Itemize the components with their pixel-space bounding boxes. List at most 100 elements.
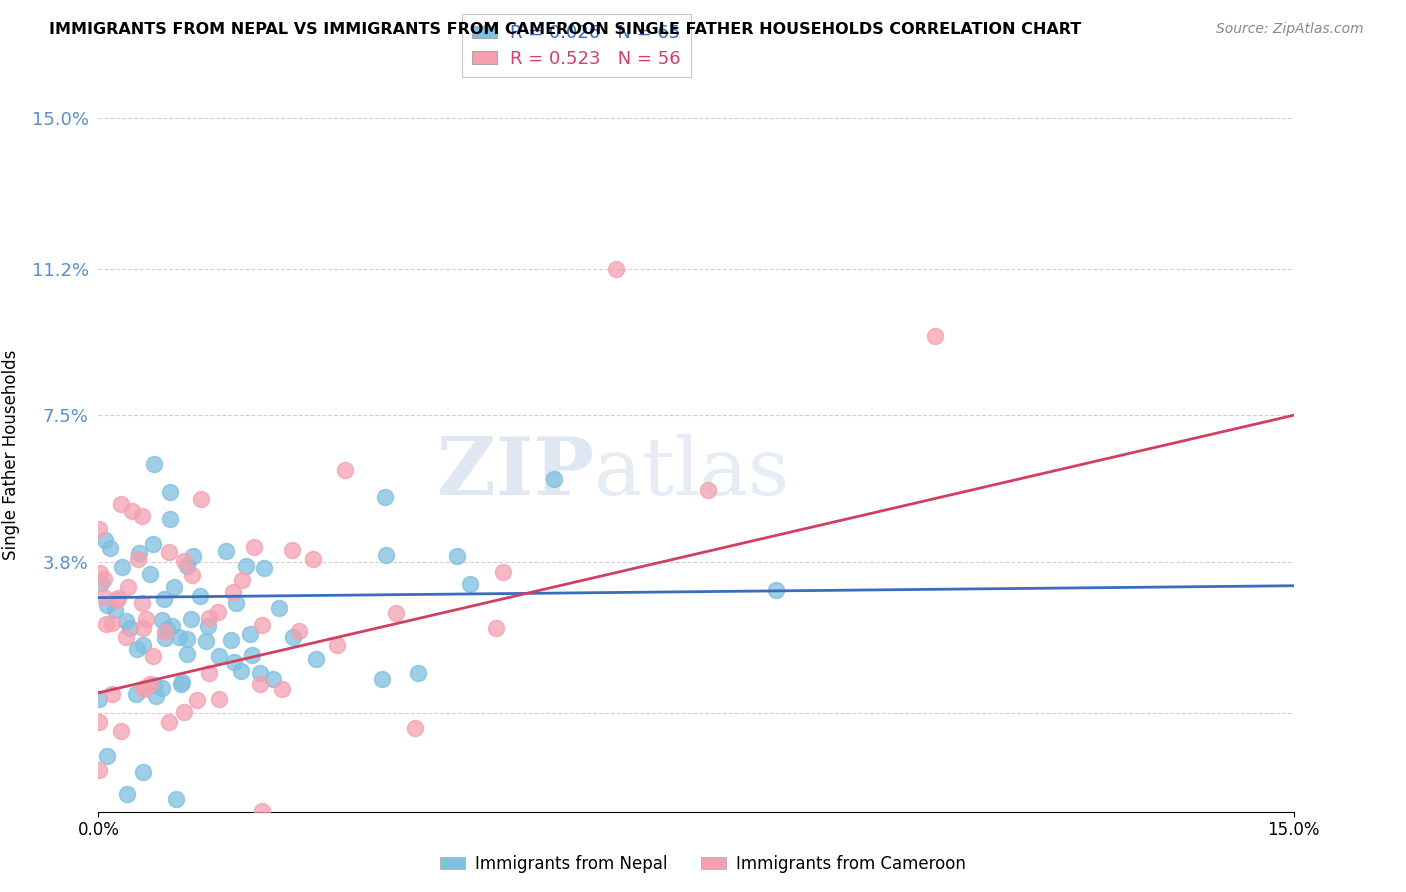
- Point: [287, 624, 309, 639]
- Point: [281, 543, 304, 558]
- Point: [121, 504, 143, 518]
- Point: [118, 621, 141, 635]
- Point: [208, 691, 231, 706]
- Point: [485, 621, 508, 635]
- Point: [385, 607, 408, 621]
- Point: [374, 548, 396, 562]
- Point: [159, 484, 181, 499]
- Point: [697, 483, 720, 497]
- Point: [408, 666, 430, 681]
- Point: [250, 804, 273, 818]
- Point: [93, 590, 115, 604]
- Point: [239, 626, 262, 640]
- Point: [114, 614, 136, 628]
- Point: [127, 552, 149, 566]
- Point: [110, 723, 132, 738]
- Point: [197, 618, 219, 632]
- Point: [101, 687, 124, 701]
- Point: [87, 763, 110, 777]
- Point: [181, 568, 204, 582]
- Point: [404, 722, 426, 736]
- Point: [117, 580, 139, 594]
- Point: [250, 618, 273, 632]
- Point: [156, 623, 179, 637]
- Point: [240, 648, 263, 662]
- Point: [157, 545, 180, 559]
- Y-axis label: Single Father Households: Single Father Households: [3, 350, 21, 560]
- Text: Source: ZipAtlas.com: Source: ZipAtlas.com: [1216, 22, 1364, 37]
- Point: [139, 567, 162, 582]
- Point: [281, 630, 304, 644]
- Point: [249, 665, 271, 680]
- Point: [131, 596, 153, 610]
- Point: [94, 616, 117, 631]
- Point: [243, 541, 266, 555]
- Point: [101, 616, 124, 631]
- Point: [924, 329, 946, 343]
- Point: [163, 580, 186, 594]
- Point: [222, 584, 245, 599]
- Point: [170, 674, 193, 689]
- Point: [186, 692, 208, 706]
- Point: [176, 647, 198, 661]
- Point: [229, 664, 252, 678]
- Point: [132, 682, 155, 697]
- Point: [305, 652, 328, 666]
- Point: [208, 649, 231, 664]
- Point: [173, 554, 195, 568]
- Point: [198, 666, 221, 681]
- Point: [225, 596, 247, 610]
- Point: [87, 522, 110, 536]
- Point: [111, 560, 134, 574]
- Point: [128, 546, 150, 560]
- Point: [543, 472, 565, 486]
- Point: [107, 591, 129, 606]
- Text: IMMIGRANTS FROM NEPAL VS IMMIGRANTS FROM CAMEROON SINGLE FATHER HOUSEHOLDS CORRE: IMMIGRANTS FROM NEPAL VS IMMIGRANTS FROM…: [49, 22, 1081, 37]
- Point: [145, 689, 167, 703]
- Point: [89, 566, 111, 580]
- Legend: R = 0.026   N = 65, R = 0.523   N = 56: R = 0.026 N = 65, R = 0.523 N = 56: [463, 14, 690, 78]
- Point: [142, 648, 165, 663]
- Point: [269, 600, 291, 615]
- Point: [301, 552, 323, 566]
- Point: [89, 715, 111, 730]
- Point: [160, 619, 183, 633]
- Point: [142, 537, 165, 551]
- Point: [131, 508, 153, 523]
- Point: [105, 592, 128, 607]
- Point: [104, 603, 127, 617]
- Point: [198, 611, 221, 625]
- Point: [165, 792, 187, 806]
- Point: [153, 631, 176, 645]
- Point: [159, 512, 181, 526]
- Point: [153, 591, 176, 606]
- Point: [90, 576, 112, 591]
- Point: [235, 559, 257, 574]
- Point: [87, 692, 110, 706]
- Point: [125, 642, 148, 657]
- Point: [115, 787, 138, 801]
- Point: [173, 706, 195, 720]
- Point: [155, 624, 177, 639]
- Point: [115, 630, 138, 644]
- Point: [765, 582, 787, 597]
- Point: [132, 765, 155, 780]
- Point: [176, 559, 198, 574]
- Point: [224, 655, 246, 669]
- Point: [96, 598, 118, 612]
- Point: [167, 631, 190, 645]
- Legend: Immigrants from Nepal, Immigrants from Cameroon: Immigrants from Nepal, Immigrants from C…: [433, 848, 973, 880]
- Point: [194, 634, 217, 648]
- Point: [326, 638, 349, 652]
- Point: [190, 491, 212, 506]
- Point: [132, 681, 155, 695]
- Point: [125, 687, 148, 701]
- Point: [219, 632, 242, 647]
- Point: [170, 676, 193, 690]
- Point: [262, 673, 284, 687]
- Point: [605, 261, 627, 276]
- Point: [458, 576, 481, 591]
- Point: [93, 572, 115, 586]
- Point: [96, 749, 118, 764]
- Point: [94, 533, 117, 547]
